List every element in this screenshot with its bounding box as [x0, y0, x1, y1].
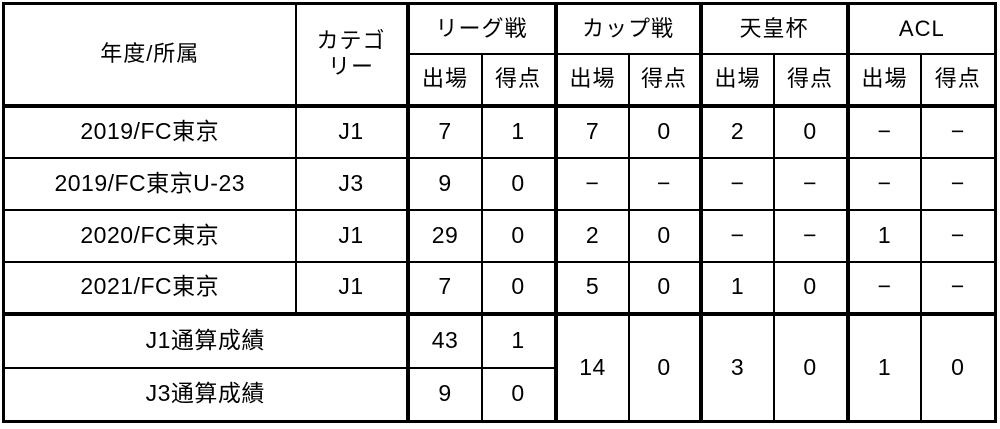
cell-j1-league-goals: 1 — [480, 311, 557, 369]
header-group-acl-label: ACL — [898, 15, 945, 41]
cell-league-goals: 0 — [480, 208, 557, 263]
cell-category: J1 — [294, 208, 409, 263]
cell-emperor-goals: − — [772, 208, 849, 263]
subheader-acl-apps: 出場 — [845, 52, 922, 108]
subheader-acl-goals: 得点 — [919, 52, 997, 108]
cell-cup-goals: 0 — [627, 260, 702, 315]
cell-league-apps: 9 — [405, 156, 483, 211]
cell-total-acl-goals: 0 — [919, 311, 997, 423]
cell-cup-apps: 2 — [553, 208, 630, 263]
cell-cup-goals: − — [627, 156, 702, 211]
cell-league-goals: 1 — [480, 104, 557, 159]
header-category-line2: リー — [327, 54, 374, 80]
subheader-emperor-apps: 出場 — [698, 52, 775, 108]
cell-emperor-apps: 1 — [698, 260, 775, 315]
subheader-league-apps: 出場 — [405, 52, 483, 108]
cell-league-apps: 7 — [405, 260, 483, 315]
cell-emperor-apps: − — [698, 208, 775, 263]
cell-j3-league-goals: 0 — [480, 366, 557, 423]
cell-acl-apps: 1 — [845, 208, 922, 263]
table-row-j3-totals: J3通算成績 9 0 — [2, 366, 996, 423]
table-row-2019-fctokyo: 2019/FC東京 J1 7 1 7 0 2 0 − − — [2, 104, 997, 159]
header-year-club: 年度/所属 — [2, 2, 297, 108]
table-row-2020-fctokyo: 2020/FC東京 J1 29 0 2 0 − − 1 − — [2, 208, 997, 263]
cell-j1-league-apps: 43 — [405, 311, 483, 369]
table-row-2021-fctokyo: 2021/FC東京 J1 7 0 5 0 1 0 − − — [2, 260, 997, 315]
subheader-emperor-goals: 得点 — [772, 52, 849, 108]
header-group-emperor-label: 天皇杯 — [739, 15, 809, 41]
cell-emperor-goals: 0 — [772, 104, 849, 159]
cell-acl-apps: − — [845, 260, 922, 315]
cell-emperor-goals: 0 — [772, 260, 849, 315]
career-stats-table: 年度/所属 カテゴ リー リーグ戦 カップ戦 天皇杯 ACL 出場 得点 出場 得… — [2, 2, 998, 423]
table-row-j1-totals: J1通算成績 43 1 14 0 3 0 1 0 — [2, 311, 997, 423]
cell-acl-goals: − — [919, 156, 997, 211]
cell-category: J3 — [294, 156, 409, 211]
cell-acl-goals: − — [919, 208, 997, 263]
cell-cup-apps: 5 — [553, 260, 630, 315]
cell-year-club: 2019/FC東京U-23 — [2, 156, 297, 211]
cell-emperor-apps: 2 — [698, 104, 775, 159]
cell-total-emperor-apps: 3 — [698, 311, 775, 423]
table-row-2019-fctokyo-u23: 2019/FC東京U-23 J3 9 0 − − − − − − — [2, 156, 997, 211]
cell-league-goals: 0 — [480, 260, 557, 315]
cell-cup-apps: − — [553, 156, 630, 211]
cell-total-label-j3: J3通算成績 — [2, 366, 409, 423]
cell-league-apps: 7 — [405, 104, 483, 159]
cell-acl-goals: − — [919, 104, 997, 159]
cell-year-club: 2019/FC東京 — [2, 104, 297, 159]
header-category-line1: カテゴ — [316, 27, 386, 53]
cell-acl-goals: − — [919, 260, 997, 315]
cell-league-apps: 29 — [405, 208, 483, 263]
cell-acl-apps: − — [845, 156, 922, 211]
cell-total-label-j1: J1通算成績 — [2, 311, 409, 369]
cell-total-cup-apps: 14 — [553, 311, 630, 423]
cell-category: J1 — [294, 104, 409, 159]
cell-emperor-apps: − — [698, 156, 775, 211]
header-group-cup-label: カップ戦 — [582, 15, 675, 41]
header-group-acl: ACL — [845, 2, 997, 55]
cell-year-club: 2021/FC東京 — [2, 260, 297, 315]
cell-year-club: 2020/FC東京 — [2, 208, 297, 263]
cell-acl-apps: − — [845, 104, 922, 159]
subheader-cup-apps: 出場 — [553, 52, 630, 108]
header-group-emperor: 天皇杯 — [698, 2, 849, 55]
header-category: カテゴ リー — [294, 2, 409, 108]
cell-total-cup-goals: 0 — [627, 311, 702, 423]
subheader-league-goals: 得点 — [480, 52, 557, 108]
subheader-cup-goals: 得点 — [627, 52, 702, 108]
cell-total-emperor-goals: 0 — [772, 311, 849, 423]
cell-cup-goals: 0 — [627, 208, 702, 263]
header-group-league: リーグ戦 — [405, 2, 557, 55]
cell-category: J1 — [294, 260, 409, 315]
cell-j3-league-apps: 9 — [405, 366, 483, 423]
cell-league-goals: 0 — [480, 156, 557, 211]
cell-cup-goals: 0 — [627, 104, 702, 159]
cell-emperor-goals: − — [772, 156, 849, 211]
cell-cup-apps: 7 — [553, 104, 630, 159]
cell-total-acl-apps: 1 — [845, 311, 922, 423]
header-group-cup: カップ戦 — [553, 2, 702, 55]
header-group-league-label: リーグ戦 — [435, 15, 528, 41]
